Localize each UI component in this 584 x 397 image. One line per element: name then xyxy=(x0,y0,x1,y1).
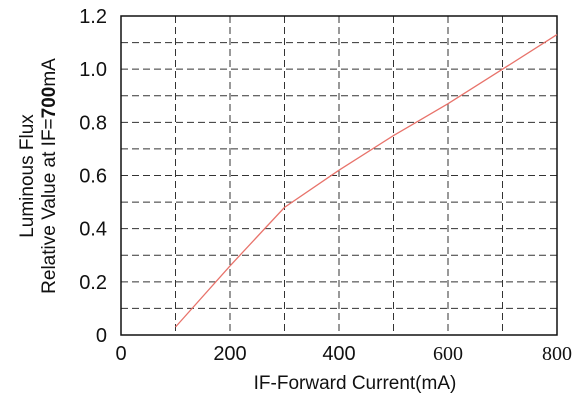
y-tick-label: 0.4 xyxy=(79,219,107,241)
x-tick-label: 600 xyxy=(433,343,463,365)
y-axis-title-line1: Luminous Flux xyxy=(17,114,38,238)
y-tick-label: 0.2 xyxy=(79,272,107,294)
tick-labels: 0 200 400 600 800 0 0.2 0.4 0.6 0.8 1.0 1.2 xyxy=(79,6,572,365)
y-axis-title-line2: Relative Value at IF=700mA xyxy=(39,58,60,294)
y-tick-label: 1.2 xyxy=(79,6,107,28)
x-axis-title: IF-Forward Current(mA) xyxy=(254,373,457,394)
x-tick-label: 400 xyxy=(322,343,355,365)
y-axis-title-prefix: Relative Value at IF= xyxy=(39,118,60,294)
x-tick-label: 0 xyxy=(115,343,126,365)
x-tick-label: 800 xyxy=(542,343,572,365)
y-tick-label: 1.0 xyxy=(79,59,107,81)
y-axis-title-value: 700 xyxy=(39,87,60,119)
y-axis-title: Luminous Flux Relative Value at IF=700mA xyxy=(17,58,60,294)
x-tick-label: 200 xyxy=(213,343,246,365)
grid-lines xyxy=(121,16,557,335)
y-tick-label: 0.6 xyxy=(79,166,107,188)
series-line-0 xyxy=(175,34,558,328)
y-tick-label: 0.8 xyxy=(79,112,107,134)
series-layer xyxy=(175,34,558,328)
y-tick-label: 0 xyxy=(96,325,107,347)
plot-frame xyxy=(120,15,558,336)
y-axis-title-unit: mA xyxy=(39,58,60,87)
